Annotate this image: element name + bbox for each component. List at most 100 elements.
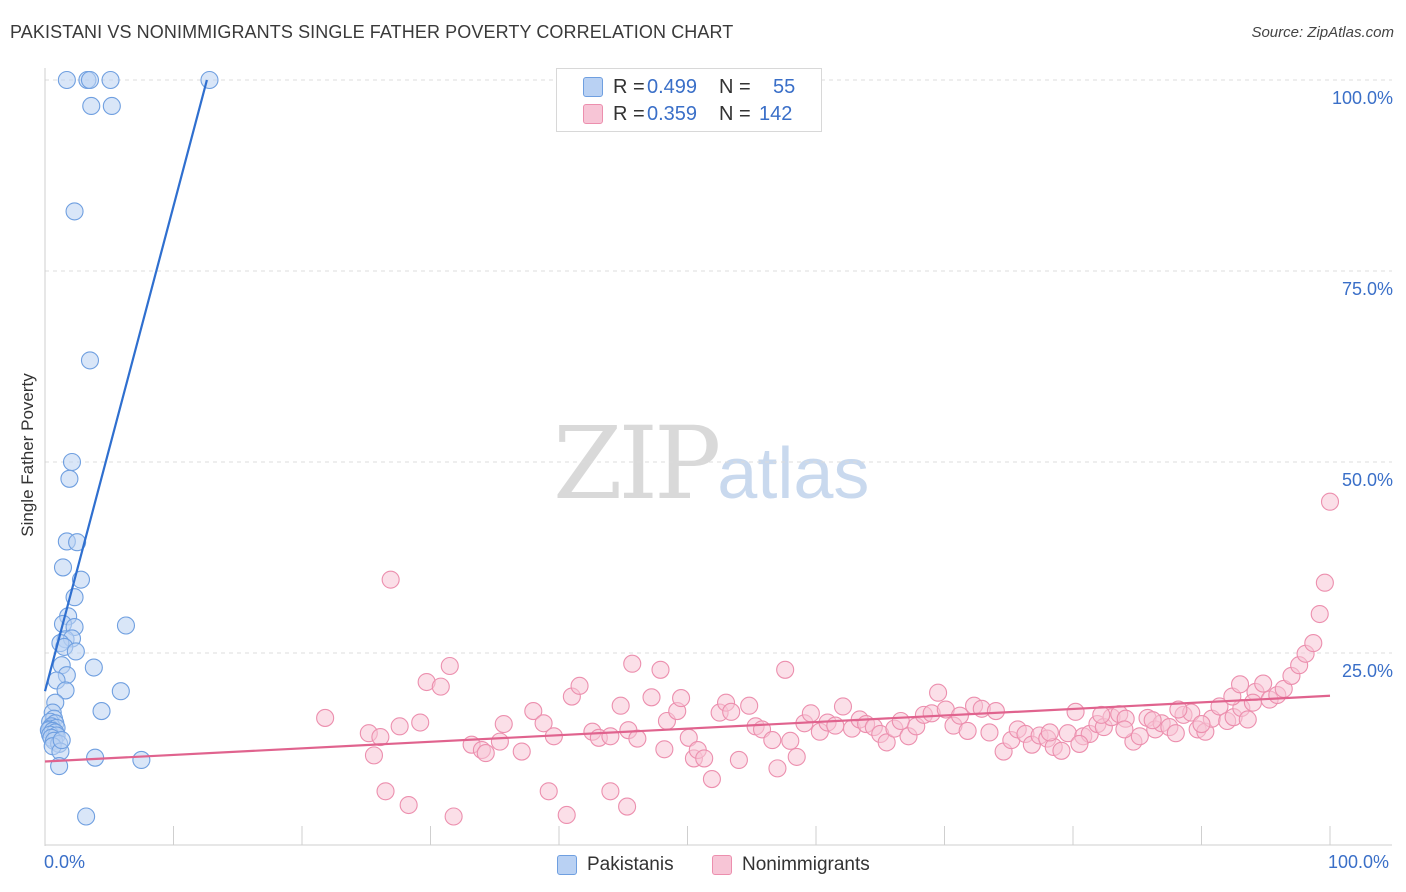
nonimmigrants-point-2 bbox=[364, 746, 384, 765]
nonimmigrants-point-5 bbox=[381, 570, 400, 589]
pakistanis-point-29 bbox=[56, 681, 75, 700]
nonimmigrants-point-49 bbox=[729, 750, 748, 770]
nonimmigrants-point-93 bbox=[1052, 741, 1071, 760]
nonimmigrants-point-28 bbox=[601, 727, 620, 746]
nonimmigrants-swatch bbox=[583, 104, 603, 124]
nonimmigrants-point-54 bbox=[768, 759, 787, 778]
pakistanis-point-2 bbox=[80, 70, 100, 90]
nonimmigrants-point-137 bbox=[1143, 711, 1162, 730]
nonimmigrants-point-17 bbox=[494, 715, 513, 734]
nonimmigrants-point-30 bbox=[611, 696, 630, 715]
nonimmigrants-point-63 bbox=[833, 697, 853, 716]
nonimmigrants-point-83 bbox=[980, 723, 999, 742]
nonimmigrants-point-6 bbox=[390, 717, 409, 736]
nonimmigrants-point-140 bbox=[1070, 734, 1089, 753]
pakistanis-point-53 bbox=[52, 731, 71, 750]
nonimmigrants-point-84 bbox=[986, 702, 1005, 721]
nonimmigrants-point-31 bbox=[618, 797, 637, 816]
nonimmigrants-point-7 bbox=[399, 795, 418, 815]
nonimmigrants-point-8 bbox=[411, 713, 430, 732]
pakistanis-point-13 bbox=[53, 558, 73, 577]
nonimmigrants-point-19 bbox=[524, 702, 543, 721]
n-label: N = bbox=[719, 102, 751, 125]
pakistanis-trend-line bbox=[43, 79, 208, 692]
nonimmigrants-point-134 bbox=[1243, 693, 1262, 712]
n-value: 142 bbox=[759, 102, 793, 125]
nonimmigrants-point-56 bbox=[781, 731, 800, 750]
pakistanis-point-5 bbox=[82, 96, 101, 116]
nonimmigrants-point-57 bbox=[787, 747, 806, 766]
pakistanis-point-32 bbox=[92, 702, 111, 721]
pakistanis-point-12 bbox=[68, 533, 87, 552]
y-axis-label: Single Father Poverty bbox=[18, 373, 37, 537]
nonimmigrants-point-37 bbox=[655, 740, 674, 759]
nonimmigrants-point-76 bbox=[929, 683, 948, 702]
nonimmigrants-legend-swatch bbox=[712, 855, 732, 875]
nonimmigrants-point-136 bbox=[1169, 700, 1188, 719]
r-label: R = bbox=[613, 75, 645, 98]
pakistanis-point-6 bbox=[102, 96, 121, 116]
nonimmigrants-point-45 bbox=[702, 770, 721, 789]
nonimmigrants-point-50 bbox=[740, 696, 759, 715]
pakistanis-legend-swatch bbox=[557, 855, 577, 875]
nonimmigrants-point-138 bbox=[1115, 720, 1134, 739]
nonimmigrants-point-18 bbox=[512, 742, 531, 761]
pakistanis-point-19 bbox=[116, 616, 136, 635]
pakistanis-point-10 bbox=[60, 469, 79, 488]
r-label: R = bbox=[613, 102, 645, 125]
nonimmigrants-point-62 bbox=[826, 716, 845, 735]
nonimmigrants-point-53 bbox=[763, 731, 782, 750]
pakistanis-point-8 bbox=[80, 351, 100, 370]
nonimmigrants-point-29 bbox=[601, 782, 620, 801]
nonimmigrants-point-40 bbox=[672, 689, 691, 708]
pakistanis-point-9 bbox=[62, 452, 82, 472]
nonimmigrants-point-15 bbox=[476, 744, 495, 763]
y-tick-label-50: 50.0% bbox=[1341, 470, 1393, 490]
nonimmigrants-point-128 bbox=[1304, 634, 1323, 653]
stats-row-pakistanis: R = 0.499 N = 55 bbox=[583, 75, 795, 99]
y-tick-label-100: 100.0% bbox=[1331, 88, 1393, 108]
nonimmigrants-point-36 bbox=[651, 660, 670, 679]
nonimmigrants-point-25 bbox=[570, 676, 589, 695]
stats-legend: R = 0.499 N = 55 R = 0.359 N = 142 bbox=[556, 68, 822, 132]
pakistanis-point-24 bbox=[66, 642, 85, 661]
pakistanis-point-3 bbox=[101, 70, 120, 90]
nonimmigrants-point-20 bbox=[534, 714, 553, 733]
nonimmigrants-point-104 bbox=[1130, 727, 1149, 746]
pakistanis-swatch bbox=[583, 77, 603, 97]
x-tick-label-min: 0.0% bbox=[44, 852, 86, 872]
nonimmigrants-point-139 bbox=[1092, 705, 1111, 724]
nonimmigrants-trend-line bbox=[44, 694, 1331, 763]
pakistanis-point-4 bbox=[200, 70, 219, 90]
y-tick-label-25: 25.0% bbox=[1341, 661, 1393, 681]
pakistanis-point-0 bbox=[57, 70, 76, 90]
pakistanis-point-54 bbox=[77, 807, 96, 826]
pakistanis-point-7 bbox=[65, 202, 84, 221]
nonimmigrants-point-109 bbox=[1166, 724, 1185, 743]
nonimmigrants-point-121 bbox=[1254, 674, 1273, 693]
nonimmigrants-point-23 bbox=[557, 805, 576, 825]
nonimmigrants-legend-label: Nonimmigrants bbox=[742, 854, 870, 875]
nonimmigrants-point-59 bbox=[801, 704, 820, 723]
nonimmigrants-point-80 bbox=[958, 721, 977, 740]
r-value: 0.359 bbox=[647, 102, 698, 125]
nonimmigrants-point-141 bbox=[1040, 723, 1059, 742]
nonimmigrants-point-131 bbox=[1320, 492, 1340, 511]
legend-item-pakistanis[interactable]: Pakistanis bbox=[557, 852, 674, 878]
legend-item-nonimmigrants[interactable]: Nonimmigrants bbox=[712, 852, 870, 878]
nonimmigrants-point-3 bbox=[371, 727, 390, 747]
nonimmigrants-point-11 bbox=[440, 656, 459, 676]
nonimmigrants-point-4 bbox=[376, 782, 395, 801]
nonimmigrants-point-12 bbox=[444, 807, 463, 826]
pakistanis-point-51 bbox=[132, 750, 151, 770]
pakistanis-point-26 bbox=[84, 658, 103, 677]
nonimmigrants-point-129 bbox=[1310, 604, 1329, 624]
nonimmigrants-point-10 bbox=[431, 677, 450, 696]
nonimmigrants-point-95 bbox=[1066, 702, 1085, 721]
nonimmigrants-point-16 bbox=[490, 732, 509, 751]
nonimmigrants-point-69 bbox=[877, 733, 896, 752]
nonimmigrants-point-119 bbox=[1238, 710, 1257, 729]
nonimmigrants-point-55 bbox=[776, 660, 795, 679]
nonimmigrants-point-44 bbox=[695, 749, 714, 768]
nonimmigrants-point-133 bbox=[1231, 675, 1250, 694]
